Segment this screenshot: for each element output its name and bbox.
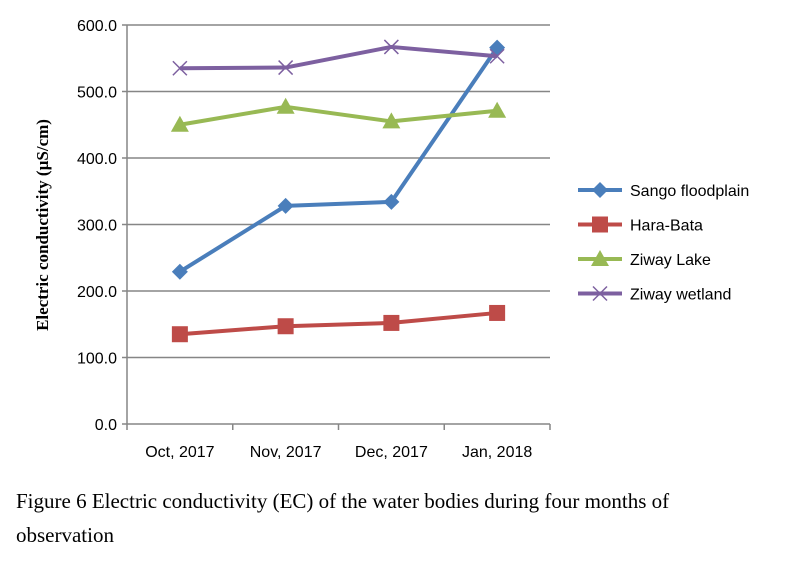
data-point bbox=[489, 48, 505, 64]
series-hara-bata bbox=[171, 304, 506, 343]
legend-marker bbox=[592, 216, 608, 233]
data-point bbox=[170, 115, 189, 132]
data-point bbox=[172, 60, 188, 76]
series-ziway-lake bbox=[170, 97, 507, 132]
data-point bbox=[277, 197, 294, 214]
x-tick-label: Oct, 2017 bbox=[145, 444, 214, 461]
y-tick-label: 200.0 bbox=[77, 284, 117, 301]
series-line bbox=[179, 104, 498, 127]
data-point bbox=[383, 314, 400, 331]
y-tick-label: 0.0 bbox=[95, 417, 117, 434]
legend-marker bbox=[592, 285, 608, 302]
caption-line-2: observation bbox=[16, 523, 114, 547]
legend-label: Sango floodplain bbox=[630, 183, 749, 200]
series-line bbox=[179, 44, 498, 71]
x-tick-label: Nov, 2017 bbox=[250, 444, 322, 461]
series-sango-floodplain bbox=[171, 39, 506, 280]
y-axis-label: Electric conductivity (µS/cm) bbox=[33, 119, 52, 331]
data-point bbox=[277, 318, 294, 335]
series-line bbox=[178, 46, 499, 274]
legend-marker bbox=[591, 250, 609, 266]
legend-item: Hara-Bata bbox=[578, 216, 703, 235]
figure-caption: Figure 6 Electric conductivity (EC) of t… bbox=[16, 484, 796, 552]
legend-item: Ziway Lake bbox=[578, 250, 711, 269]
legend-label: Ziway Lake bbox=[630, 252, 711, 269]
data-point bbox=[488, 101, 507, 118]
y-tick-label: 100.0 bbox=[77, 351, 117, 368]
y-tick-label: 600.0 bbox=[77, 18, 117, 35]
data-point bbox=[383, 39, 399, 55]
x-tick-label: Dec, 2017 bbox=[355, 444, 428, 461]
data-point bbox=[276, 97, 295, 114]
line-chart: 0.0 100.0 200.0 300.0 400.0 500.0 600.0 Oct, 20… bbox=[33, 18, 749, 461]
y-tick-label: 300.0 bbox=[77, 218, 117, 235]
legend-marker bbox=[592, 182, 608, 198]
data-point bbox=[278, 60, 294, 76]
legend-item: Ziway wetland bbox=[578, 285, 731, 304]
legend-label: Ziway wetland bbox=[630, 287, 731, 304]
series-line bbox=[179, 310, 498, 337]
data-point bbox=[171, 326, 188, 343]
x-tick-label: Jan, 2018 bbox=[462, 444, 532, 461]
caption-line-1: Figure 6 Electric conductivity (EC) of t… bbox=[16, 489, 670, 513]
y-tick-label: 500.0 bbox=[77, 85, 117, 102]
data-point bbox=[383, 193, 400, 210]
data-point bbox=[382, 112, 401, 129]
data-point bbox=[489, 304, 506, 321]
series-ziway-wetland bbox=[172, 39, 505, 76]
y-tick-label: 400.0 bbox=[77, 151, 117, 168]
legend-item: Sango floodplain bbox=[578, 182, 749, 200]
legend-label: Hara-Bata bbox=[630, 218, 703, 235]
data-point bbox=[171, 263, 188, 280]
